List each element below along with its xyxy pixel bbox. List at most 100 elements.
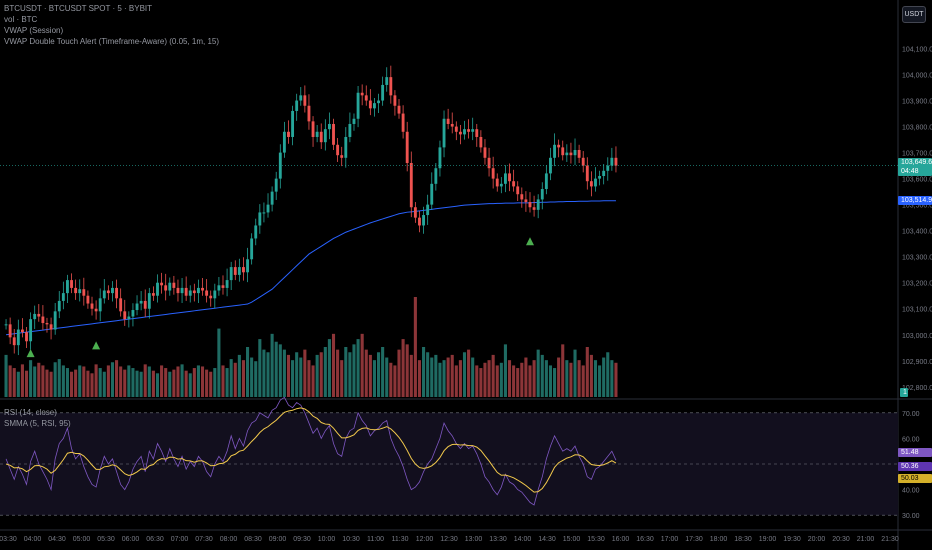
volume-bar xyxy=(331,333,336,397)
candle-body xyxy=(278,152,282,179)
candle-body xyxy=(356,92,360,119)
volume-bar xyxy=(311,365,315,397)
candle-body xyxy=(397,105,401,114)
volume-marker-tag: 1 xyxy=(900,388,908,397)
candle-body xyxy=(33,313,37,320)
candle-body xyxy=(274,178,278,192)
volume-bar xyxy=(598,365,602,397)
currency-button[interactable]: USDT xyxy=(902,6,926,23)
candle-body xyxy=(389,77,393,96)
candle-body xyxy=(221,285,225,288)
volume-bar xyxy=(606,352,610,397)
candle-body xyxy=(45,323,49,325)
volume-bar xyxy=(368,354,372,397)
volume-bar xyxy=(372,360,376,397)
legend-rsi[interactable]: RSI (14, close) xyxy=(4,408,57,417)
volume-bar xyxy=(565,360,569,397)
candle-body xyxy=(266,204,270,213)
legend-smma[interactable]: SMMA (5, RSI, 95) xyxy=(4,419,71,428)
volume-bar xyxy=(82,366,86,397)
candle-body xyxy=(86,295,90,304)
volume-bar xyxy=(344,347,348,397)
candle-body xyxy=(340,155,344,158)
legend-volume[interactable]: vol · BTC xyxy=(4,15,38,24)
last-price-tag: 103,649.6 04:48 xyxy=(898,158,932,176)
volume-bar xyxy=(348,352,352,397)
time-tick-label: 11:30 xyxy=(392,536,409,543)
candle-body xyxy=(270,191,274,205)
candle-body xyxy=(434,168,438,184)
candle-body xyxy=(209,295,213,299)
volume-bar xyxy=(225,368,229,397)
volume-bar xyxy=(417,360,422,397)
volume-bar xyxy=(381,347,385,397)
candle-body xyxy=(602,170,606,177)
rsi-series xyxy=(5,396,617,506)
candle-body xyxy=(98,298,102,312)
volume-bar xyxy=(229,359,233,397)
smma-value-tag-1: 50.36 xyxy=(898,462,932,471)
volume-bars xyxy=(4,297,618,397)
candle-body xyxy=(131,310,135,317)
candle-body xyxy=(119,298,123,312)
time-tick-label: 17:30 xyxy=(685,536,703,543)
candle-body xyxy=(20,329,24,333)
legend-vwap[interactable]: VWAP (Session) xyxy=(4,26,64,35)
volume-bar xyxy=(409,354,413,397)
candle-body xyxy=(41,316,45,324)
volume-bar xyxy=(336,349,340,397)
volume-bar xyxy=(8,365,12,397)
price-tick-label: 103,900.0 xyxy=(902,99,932,106)
candle-body xyxy=(184,287,188,296)
volume-bar xyxy=(254,361,258,397)
volume-bar xyxy=(610,360,614,397)
time-tick-label: 08:00 xyxy=(220,536,238,543)
rsi-tick-label: 60.00 xyxy=(902,436,920,443)
volume-bar xyxy=(303,349,307,397)
candle-body xyxy=(327,123,331,130)
candle-body xyxy=(442,118,446,148)
price-tick-label: 103,000.0 xyxy=(902,333,932,340)
candle-body xyxy=(61,293,65,301)
volume-bar xyxy=(585,347,589,397)
candle-body xyxy=(287,131,290,137)
volume-bar xyxy=(24,370,29,397)
candle-body xyxy=(49,324,53,330)
candle-body xyxy=(25,332,28,342)
rsi-tick-label: 30.00 xyxy=(902,513,920,520)
time-tick-label: 16:30 xyxy=(636,536,654,543)
candle-body xyxy=(524,199,528,203)
candle-body xyxy=(536,199,540,210)
volume-bar xyxy=(29,360,33,397)
candle-body xyxy=(438,147,442,169)
candle-body xyxy=(74,287,78,294)
volume-bar xyxy=(434,354,438,397)
legend-title[interactable]: BTCUSDT · BTCUSDT SPOT · 5 · BYBIT xyxy=(4,4,153,13)
price-tick-label: 102,800.0 xyxy=(902,385,932,392)
candle-body xyxy=(29,319,33,342)
volume-bar xyxy=(278,344,282,397)
volume-bar xyxy=(94,364,98,397)
volume-bar xyxy=(49,371,53,397)
volume-bar xyxy=(106,365,110,397)
volume-bar xyxy=(241,360,246,397)
volume-bar xyxy=(188,373,192,397)
candle-body xyxy=(233,267,237,275)
candle-body xyxy=(106,290,110,294)
candle-body xyxy=(8,324,12,338)
time-tick-label: 05:30 xyxy=(97,536,115,543)
candle-body xyxy=(479,136,483,148)
candle-body xyxy=(508,173,511,182)
volume-bar xyxy=(196,365,200,397)
volume-bar xyxy=(532,360,536,397)
volume-bar xyxy=(33,366,37,397)
time-tick-label: 09:00 xyxy=(269,536,287,543)
volume-bar xyxy=(237,354,241,397)
time-tick-label: 19:00 xyxy=(759,536,777,543)
price-tick-label: 102,900.0 xyxy=(902,359,932,366)
legend-alert[interactable]: VWAP Double Touch Alert (Timeframe-Aware… xyxy=(4,37,220,46)
candle-body xyxy=(197,287,200,294)
volume-bar xyxy=(467,349,471,397)
volume-bar xyxy=(291,360,295,397)
